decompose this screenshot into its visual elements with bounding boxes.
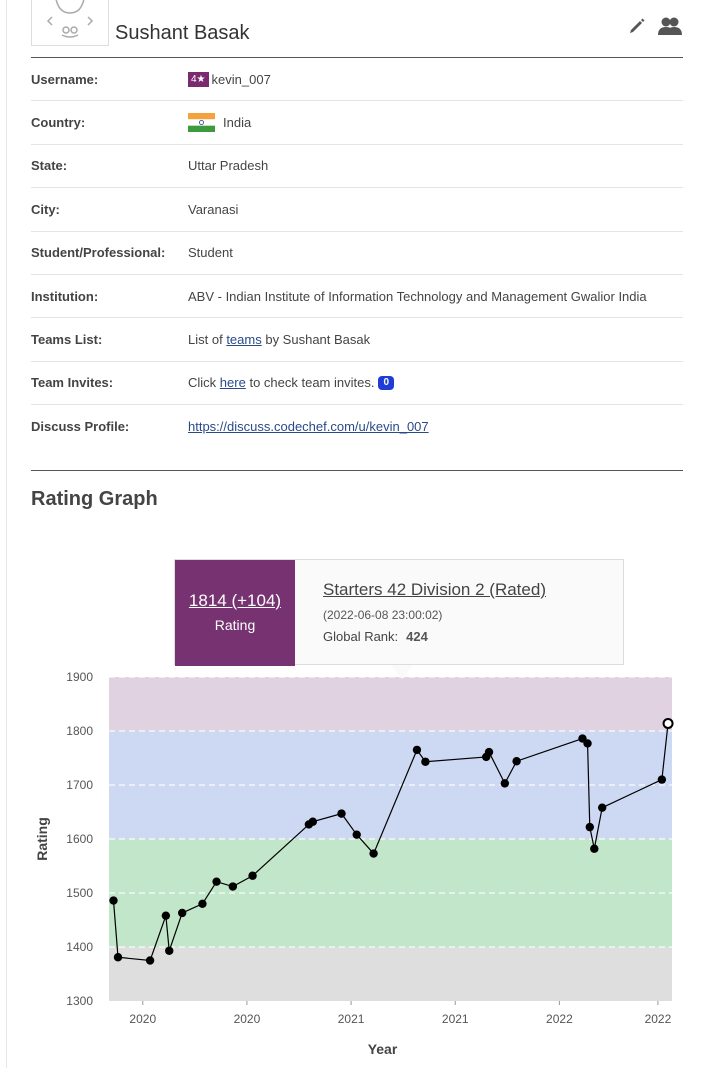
profile-name: Sushant Basak <box>115 22 250 44</box>
y-tick-label: 1700 <box>66 778 93 792</box>
y-tick-label: 1300 <box>66 994 93 1008</box>
row-country: Country: India <box>31 101 683 145</box>
y-tick-label: 1600 <box>66 832 93 846</box>
country-value: India <box>223 115 252 131</box>
rating-point <box>512 757 521 766</box>
rating-point <box>113 953 123 962</box>
x-tick-label: 2020 <box>234 1012 261 1026</box>
rating-point <box>212 877 221 886</box>
row-city: City: Varanasi <box>31 188 683 232</box>
city-value: Varanasi <box>188 201 239 217</box>
rating-point <box>109 896 118 905</box>
y-tick-label: 1400 <box>66 940 93 954</box>
rating-point <box>352 830 361 839</box>
row-discuss-profile: Discuss Profile: https://discuss.codeche… <box>31 405 683 448</box>
y-tick-label: 1500 <box>66 886 93 900</box>
tooltip-rating-label: Rating <box>214 617 256 633</box>
rating-point <box>145 956 155 965</box>
y-axis-label: Rating <box>34 817 50 861</box>
rating-tooltip: 1814 (+104) Rating Starters 42 Division … <box>174 559 624 679</box>
rating-point <box>369 849 378 858</box>
tooltip-arrow <box>391 665 413 679</box>
row-label: Teams List: <box>31 332 103 348</box>
tooltip-date: (2022-06-08 23:00:02) <box>323 608 443 622</box>
row-institution: Institution: ABV - Indian Institute of I… <box>31 275 683 319</box>
rating-point-selected <box>662 717 674 729</box>
row-label: Discuss Profile: <box>31 419 130 435</box>
rating-point <box>484 747 494 757</box>
row-label: State: <box>31 158 68 174</box>
x-tick-label: 2022 <box>546 1012 573 1026</box>
row-label: Username: <box>31 71 99 87</box>
rating-point <box>597 803 607 812</box>
india-flag-icon <box>188 113 215 133</box>
rating-point <box>337 809 346 818</box>
star-rating-badge: 4★ <box>188 71 209 87</box>
rating-point <box>161 911 171 920</box>
x-tick-label: 2020 <box>129 1012 156 1026</box>
avatar-icon <box>46 0 94 38</box>
username-value: kevin_007 <box>211 71 271 87</box>
invites-link[interactable]: here <box>219 375 246 391</box>
x-tick-label: 2022 <box>645 1012 672 1026</box>
header-divider <box>31 57 683 58</box>
rating-point <box>590 844 599 853</box>
row-label: Country: <box>31 115 86 131</box>
rating-band <box>109 677 672 731</box>
discuss-profile-link[interactable]: https://discuss.codechef.com/u/kevin_007 <box>188 419 429 435</box>
y-tick-label: 1900 <box>66 670 93 684</box>
row-label: Student/Professional: <box>31 245 166 261</box>
row-occupation: Student/Professional: Student <box>31 232 683 275</box>
edit-icon[interactable] <box>628 17 646 35</box>
row-label: Team Invites: <box>31 375 114 391</box>
tooltip-rank: Global Rank: 424 <box>323 629 546 644</box>
avatar <box>31 0 109 46</box>
rating-series-line <box>112 723 669 962</box>
rating-point <box>198 899 207 908</box>
row-teams-list: Teams List: List of teams by Sushant Bas… <box>31 318 683 362</box>
rating-point <box>165 946 174 955</box>
tooltip-rating-box: 1814 (+104) Rating <box>175 560 295 666</box>
rating-point <box>412 745 422 755</box>
x-tick-label: 2021 <box>338 1012 365 1026</box>
tooltip-rank-value: 424 <box>406 629 428 644</box>
x-axis-label: Year <box>368 1041 398 1057</box>
section-divider <box>31 470 683 471</box>
teams-suffix: by Sushant Basak <box>265 332 371 348</box>
rating-point <box>248 871 257 880</box>
rating-graph-title: Rating Graph <box>31 488 158 510</box>
profile-details: Username: 4★ kevin_007 Country: India St… <box>31 58 683 449</box>
occupation-value: Student <box>188 245 233 261</box>
rating-point <box>500 779 509 788</box>
rating-point <box>177 908 187 918</box>
rating-chart: 1300 1400 1500 1600 1700 1800 1900 2020 2020 2021… <box>34 670 674 1057</box>
rating-point <box>308 817 318 826</box>
row-label: Institution: <box>31 288 99 304</box>
rating-point <box>657 775 667 784</box>
rating-point <box>421 757 430 766</box>
row-state: State: Uttar Pradesh <box>31 145 683 189</box>
rating-point <box>228 882 238 891</box>
rating-point <box>583 739 592 748</box>
invites-suffix: to check team invites. <box>249 375 375 391</box>
users-icon[interactable] <box>658 16 682 36</box>
tooltip-rating-value[interactable]: 1814 (+104) <box>188 591 282 610</box>
x-tick-label: 2021 <box>442 1012 469 1026</box>
row-label: City: <box>31 201 60 217</box>
profile-page: Sushant Basak Username: 4★ kevin_007 Cou… <box>6 0 704 1068</box>
invites-count-badge: 0 <box>378 375 395 390</box>
y-tick-label: 1800 <box>66 724 93 738</box>
institution-value: ABV - Indian Institute of Information Te… <box>188 288 647 304</box>
tooltip-rank-label: Global Rank: <box>323 629 399 644</box>
state-value: Uttar Pradesh <box>188 158 269 174</box>
rating-band <box>109 947 672 1001</box>
row-team-invites: Team Invites: Click here to check team i… <box>31 362 683 406</box>
row-username: Username: 4★ kevin_007 <box>31 58 683 102</box>
tooltip-contest-link[interactable]: Starters 42 Division 2 (Rated) <box>323 580 546 599</box>
teams-link[interactable]: teams <box>226 332 262 348</box>
invites-prefix: Click <box>188 375 217 391</box>
rating-point <box>585 822 595 832</box>
teams-prefix: List of <box>188 332 223 348</box>
